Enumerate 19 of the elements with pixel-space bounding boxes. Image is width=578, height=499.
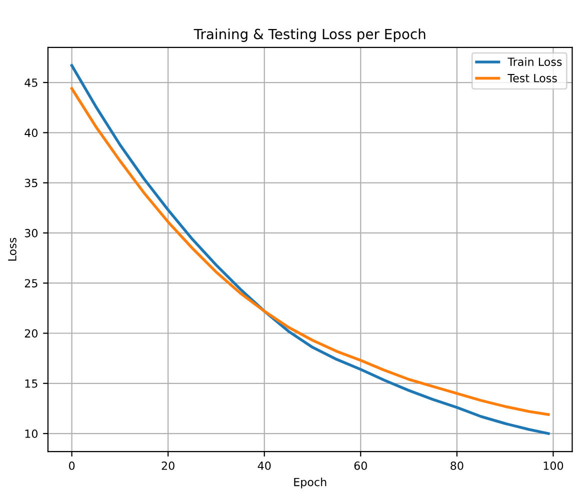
legend-label: Train Loss [508, 57, 562, 66]
y-tick-label: 30 [24, 228, 38, 238]
y-tick-label: 40 [24, 128, 38, 138]
y-tick-label: 25 [24, 279, 38, 288]
x-tick-label: 20 [162, 462, 174, 470]
y-axis-title: Loss [8, 238, 16, 261]
legend-label: Test Loss [508, 74, 557, 82]
y-tick-label: 20 [24, 329, 38, 338]
x-tick-label: 40 [258, 462, 271, 470]
x-tick-label: 0 [69, 462, 75, 470]
y-tick-label: 35 [24, 178, 38, 188]
y-tick-label: 10 [25, 430, 38, 438]
chart-title: Training & Testing Loss per Epoch [194, 28, 426, 42]
x-tick-label: 80 [450, 462, 464, 470]
x-axis-title: Epoch [294, 478, 326, 488]
x-tick-label: 100 [544, 462, 564, 470]
x-tick-label: 60 [354, 462, 367, 470]
y-tick-label: 45 [24, 78, 38, 87]
y-tick-label: 15 [25, 380, 38, 388]
